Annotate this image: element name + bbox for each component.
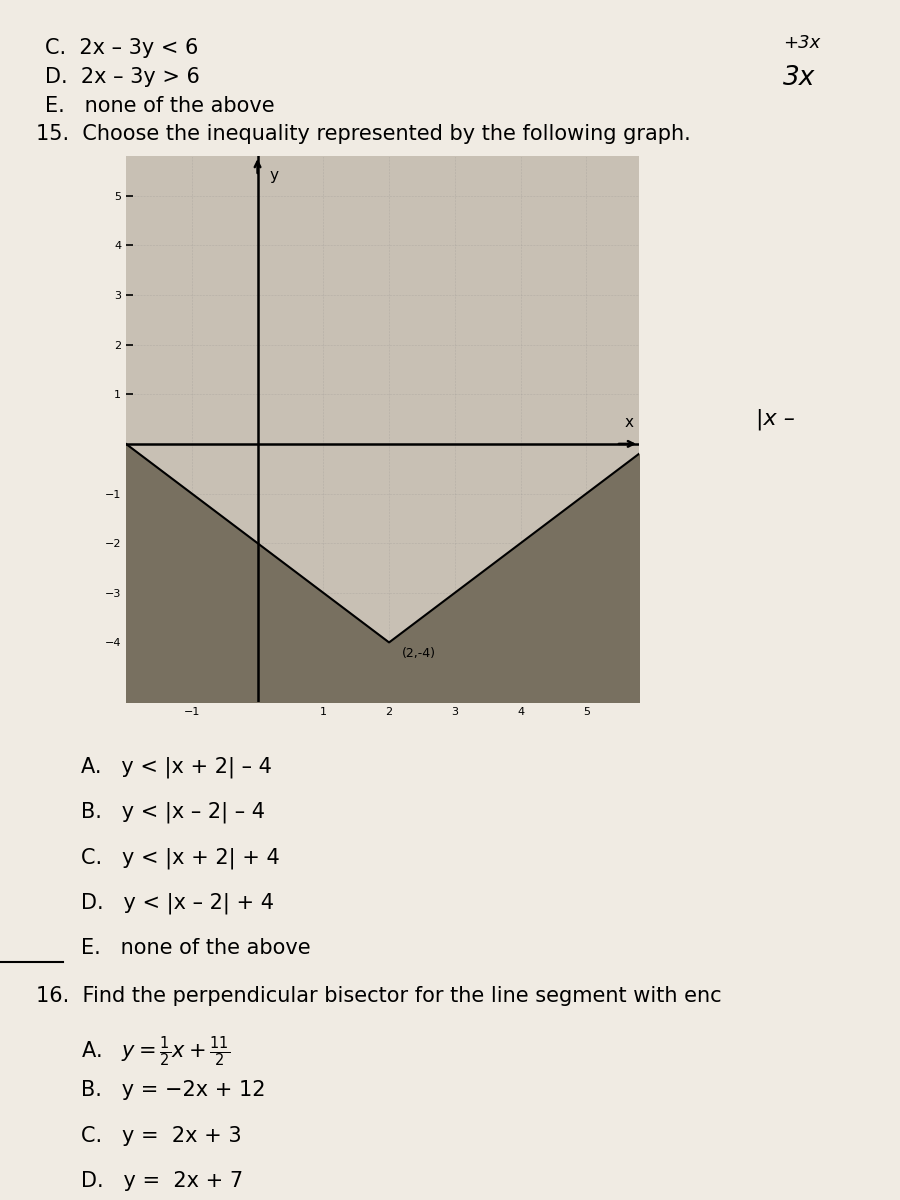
Text: D.  2x – 3y > 6: D. 2x – 3y > 6 [45,67,200,88]
Text: +3x: +3x [783,34,820,52]
Text: A.   y < |x + 2| – 4: A. y < |x + 2| – 4 [81,756,272,778]
Text: y: y [269,168,278,184]
Text: |x –: |x – [756,408,795,430]
Text: B.   y < |x – 2| – 4: B. y < |x – 2| – 4 [81,802,265,823]
Text: 3x: 3x [783,65,815,91]
Text: x: x [625,415,634,430]
Text: B.   y = −2x + 12: B. y = −2x + 12 [81,1080,266,1100]
Text: E.   none of the above: E. none of the above [81,938,310,959]
Text: 15.  Choose the inequality represented by the following graph.: 15. Choose the inequality represented by… [36,124,691,144]
Text: D.   y =  2x + 7: D. y = 2x + 7 [81,1171,243,1192]
Text: 16.  Find the perpendicular bisector for the line segment with enc: 16. Find the perpendicular bisector for … [36,986,722,1007]
Text: C.   y < |x + 2| + 4: C. y < |x + 2| + 4 [81,847,280,869]
Text: C.  2x – 3y < 6: C. 2x – 3y < 6 [45,38,198,59]
Text: (2,-4): (2,-4) [402,647,436,660]
Text: D.   y < |x – 2| + 4: D. y < |x – 2| + 4 [81,893,274,914]
Text: E.   none of the above: E. none of the above [45,96,274,116]
Text: C.   y =  2x + 3: C. y = 2x + 3 [81,1126,241,1146]
Text: A.   $y = \frac{1}{2}x + \frac{11}{2}$: A. $y = \frac{1}{2}x + \frac{11}{2}$ [81,1034,230,1069]
